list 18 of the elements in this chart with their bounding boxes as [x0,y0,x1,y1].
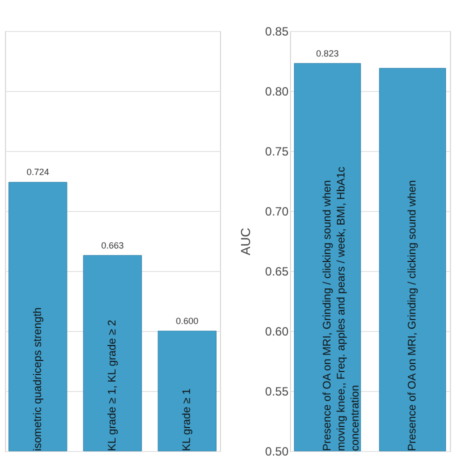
y-tick-label: 0.75 [265,144,289,158]
data-label: 0.600 [176,316,198,326]
x-tick-label: Presence of OA on MRI, Grinding / clicking sound when [406,180,419,451]
y-tick-label: 0.55 [265,384,289,398]
category-label: KL grade ≥ 1, KL grade ≥ 2 [106,320,118,451]
y-tick-label: 0.80 [265,84,289,98]
data-label: 0.724 [26,167,50,178]
y-tick-label: 0.50 [265,444,289,458]
y-tick-label: 0.70 [265,204,289,218]
y-tick-label: 0.60 [265,324,289,338]
y-axis-title: AUC [238,228,254,256]
category-label: isometric quadriceps strength [32,307,44,451]
category-label: KL grade ≥ 1 [181,388,194,451]
data-label: 0.823 [316,48,339,58]
y-tick-label: 0.65 [265,264,289,278]
data-label: 0.663 [101,240,124,250]
x-tick-label: Presence of OA on MRI, Grinding / clicking sound when moving knee,, Freq. apples and pears / week, BMI, HbA1c concentration [321,166,362,451]
y-tick-label: 0.85 [265,24,289,38]
